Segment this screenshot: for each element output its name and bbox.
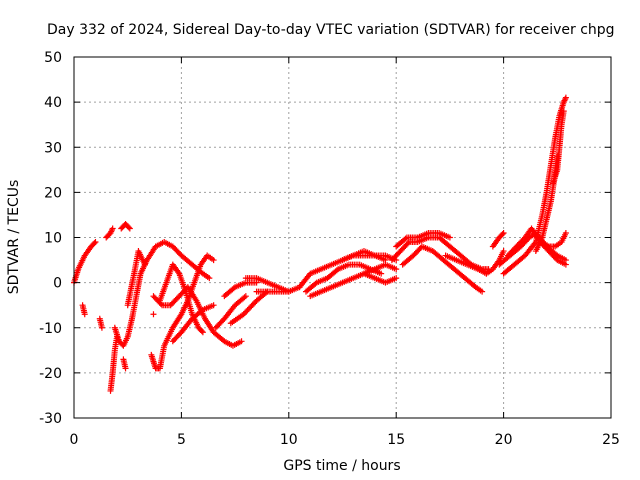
data-point: [126, 225, 133, 232]
data-point: [92, 239, 99, 246]
data-point: [562, 229, 569, 236]
data-series-track-23: [339, 248, 400, 264]
data-point: [500, 248, 507, 255]
data-point: [312, 280, 319, 287]
data-point: [91, 240, 98, 247]
data-series-track-16: [221, 279, 260, 300]
x-tick-label: 5: [177, 432, 186, 448]
data-point: [241, 294, 248, 301]
data-series-track-35: [539, 229, 569, 250]
data-point: [98, 324, 105, 331]
data-series-track-19: [253, 288, 292, 295]
data-point: [479, 288, 486, 295]
data-point: [125, 224, 132, 231]
y-tick-label: -30: [39, 411, 62, 427]
data-series-track-11: [148, 252, 217, 372]
y-tick-label: -20: [39, 366, 62, 382]
data-point: [393, 266, 400, 273]
data-point: [206, 275, 213, 282]
tick-labels: 0 5 10 15 20 25 -30 -20 -10 0 10 20 30 40 50: [39, 50, 620, 448]
y-tick-label: 40: [44, 95, 62, 111]
data-point: [242, 293, 249, 300]
data-series-track-24: [360, 270, 400, 286]
data-series-track-33: [504, 225, 569, 268]
data-point: [446, 234, 453, 241]
axis-ticks: [73, 56, 612, 419]
data-point: [198, 328, 205, 335]
data-series-track-3: [96, 315, 105, 331]
data-series-track-28: [442, 252, 490, 277]
y-tick-label: 50: [44, 50, 62, 66]
y-tick-label: -10: [39, 321, 62, 337]
y-tick-label: 30: [44, 140, 62, 156]
data-series-track-27: [399, 243, 486, 295]
x-tick-label: 0: [70, 432, 79, 448]
data-series-track-36: [550, 108, 567, 187]
grid-lines: [74, 57, 611, 418]
data-point: [198, 307, 205, 314]
data-point: [220, 337, 227, 344]
data-point: [238, 338, 245, 345]
y-axis-label: SDTVAR / TECUs: [6, 180, 22, 295]
data-point: [562, 94, 569, 101]
data-point: [402, 235, 409, 242]
y-tick-label: 20: [44, 185, 62, 201]
data-point: [393, 275, 400, 282]
x-axis-label: GPS time / hours: [283, 458, 400, 474]
data-point: [230, 285, 237, 292]
data-point: [285, 288, 292, 295]
data-point: [210, 257, 217, 264]
data-series-track-10: [150, 311, 157, 318]
data-series-track-2: [79, 302, 88, 318]
data-series-track-7: [118, 220, 133, 232]
y-tick-label: 0: [53, 276, 62, 292]
x-tick-label: 10: [280, 432, 298, 448]
x-tick-label: 20: [495, 432, 513, 448]
data-series-track-22: [307, 261, 400, 300]
data-point: [122, 365, 129, 372]
data-point: [500, 229, 507, 236]
data-series-track-9: [124, 248, 148, 309]
data-series-track-32: [500, 94, 569, 277]
data-point: [404, 240, 411, 247]
chart-title: Day 332 of 2024, Sidereal Day-to-day VTE…: [47, 22, 615, 38]
data-series-track-30: [489, 229, 507, 250]
data-series-track-1: [71, 239, 99, 286]
data-point: [333, 267, 340, 274]
data-series-track-15: [212, 293, 249, 331]
data-point: [81, 311, 88, 318]
y-tick-label: 10: [44, 231, 62, 247]
data-point: [378, 270, 385, 277]
data-series-track-26: [393, 229, 453, 250]
data-series: [71, 94, 569, 394]
data-point: [560, 108, 567, 115]
data-point: [562, 261, 569, 268]
data-point: [499, 231, 506, 238]
data-series-track-5: [107, 333, 120, 394]
data-point: [141, 261, 148, 268]
data-series-track-8: [120, 356, 129, 372]
data-series-track-12: [150, 284, 245, 349]
data-point: [199, 329, 206, 336]
data-point: [150, 311, 157, 318]
data-point: [210, 302, 217, 309]
data-series-track-14: [169, 302, 217, 345]
data-point: [109, 225, 116, 232]
data-series-track-4: [103, 225, 116, 241]
data-series-track-6: [111, 239, 213, 349]
x-tick-label: 25: [602, 432, 620, 448]
data-point: [157, 300, 164, 307]
x-tick-label: 15: [387, 432, 405, 448]
